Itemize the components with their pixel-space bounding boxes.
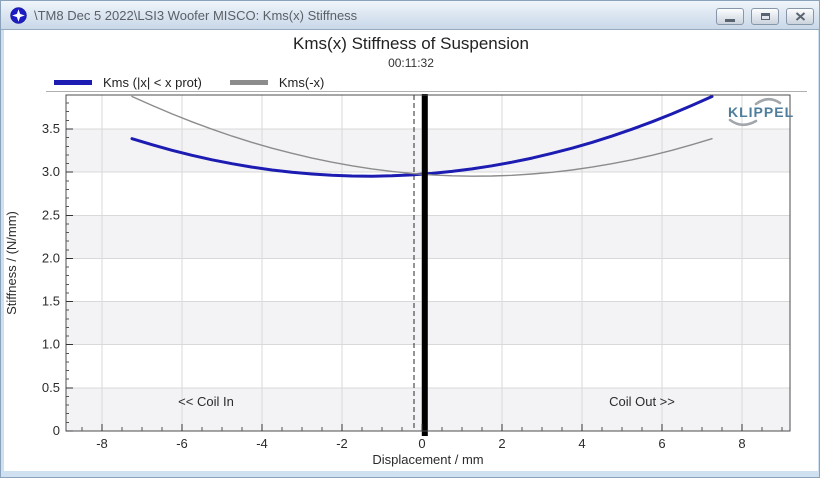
plot-band: [66, 215, 790, 259]
y-axis-label: Stiffness / (N/mm): [4, 211, 19, 315]
legend-swatch-kms: [54, 79, 92, 85]
y-tick-label: 1.0: [42, 337, 60, 352]
plot-annotation: << Coil In: [178, 394, 234, 409]
chart-timestamp: 00:11:32: [388, 56, 434, 70]
minimize-button[interactable]: [716, 8, 744, 25]
window-title: \TM8 Dec 5 2022\LSI3 Woofer MISCO: Kms(x…: [34, 8, 358, 23]
x-tick-label: 4: [578, 436, 585, 451]
close-icon: [795, 12, 805, 21]
klippel-logo: KLIPPEL: [720, 96, 796, 130]
legend-swatch-kms-mirror: [229, 79, 268, 85]
close-button[interactable]: [786, 8, 814, 25]
window-controls: [716, 8, 814, 25]
plot-annotation: Coil Out >>: [609, 394, 675, 409]
x-tick-label: -2: [336, 436, 348, 451]
y-tick-label: 1.5: [42, 294, 60, 309]
x-tick-label: -8: [96, 436, 108, 451]
restore-button[interactable]: [751, 8, 779, 25]
title-bar[interactable]: \TM8 Dec 5 2022\LSI3 Woofer MISCO: Kms(x…: [1, 1, 819, 30]
legend-separator: [46, 91, 807, 92]
plot-band: [66, 301, 790, 345]
y-tick-label: 3.5: [42, 121, 60, 136]
plot-frame: [65, 94, 791, 432]
chart-canvas: Kms(x) Stiffness of Suspension 00:11:32 …: [4, 30, 818, 471]
y-tick-label: 2.0: [42, 250, 60, 265]
y-tick-label: 0: [53, 423, 60, 438]
restore-icon: [760, 13, 770, 20]
legend: Kms (|x| < x prot) Kms(-x): [54, 74, 352, 90]
minimize-icon: [725, 19, 735, 22]
app-icon: [10, 7, 27, 24]
x-tick-label: 0: [418, 436, 425, 451]
x-tick-label: -4: [256, 436, 268, 451]
legend-label-kms: Kms (|x| < x prot): [103, 74, 202, 90]
x-tick-label: 6: [658, 436, 665, 451]
chart-title: Kms(x) Stiffness of Suspension: [293, 34, 529, 53]
x-axis-label: Displacement / mm: [372, 452, 483, 467]
y-tick-label: 3.0: [42, 164, 60, 179]
protection-bar: [421, 94, 428, 436]
x-tick-label: -6: [176, 436, 188, 451]
plot-band: [66, 387, 790, 431]
x-tick-label: 2: [498, 436, 505, 451]
stiffness-plot: -8 -6 -4 -2 0 2 4 6 8 0 0.5 1.0 1.5 2.0 2.5 3.0 3.5 Displ…: [4, 94, 791, 467]
legend-label-kms-mirror: Kms(-x): [278, 74, 325, 90]
svg-text:KLIPPEL: KLIPPEL: [728, 104, 794, 120]
y-tick-label: 2.5: [42, 207, 60, 222]
y-tick-label: 0.5: [42, 380, 60, 395]
x-tick-label: 8: [738, 436, 745, 451]
